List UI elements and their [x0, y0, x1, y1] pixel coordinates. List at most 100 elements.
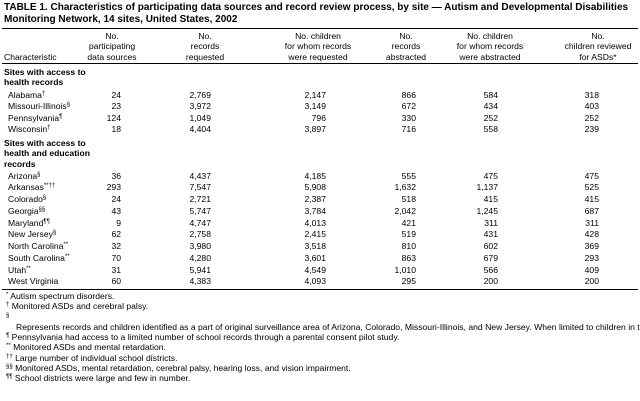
site-label: Missouri-Illinois: [8, 101, 67, 112]
site-label: North Carolina: [8, 241, 64, 251]
table-cell: 863: [401, 252, 416, 263]
table-cell: 252: [483, 112, 498, 123]
table-cell: 31: [111, 264, 121, 275]
footnote: † Monitored ASDs and cerebral palsy.: [6, 301, 634, 311]
table-cell: 3,149: [304, 101, 326, 112]
table-cell: 558: [483, 123, 498, 134]
footnote: ** Monitored ASDs and mental retardation…: [6, 342, 634, 352]
footnote: ¶¶ School districts were large and few i…: [6, 373, 634, 383]
column-header: No. children: [295, 31, 341, 41]
site-name: Pennsylvania¶: [8, 113, 62, 123]
footnote-symbol: †: [6, 302, 10, 309]
site-label: Arkansas: [8, 182, 44, 193]
footnote: †† Large number of individual school dis…: [6, 353, 634, 363]
site-label: Pennsylvania: [8, 112, 60, 123]
column-header: records: [190, 41, 220, 52]
table-cell: 311: [484, 217, 498, 228]
table-cell: 23: [111, 101, 121, 112]
footnote: * Autism spectrum disorders.: [6, 291, 634, 301]
table-cell: 239: [584, 123, 599, 134]
table-cell: 421: [401, 217, 416, 228]
footnote-mark: §§: [38, 206, 46, 213]
table-cell: 518: [401, 194, 416, 204]
column-header: Characteristic: [4, 51, 57, 62]
table-cell: 2,721: [189, 194, 211, 204]
site-label: New Jersey: [8, 229, 53, 240]
table-cell: 687: [584, 205, 599, 216]
table-cell: 4,280: [189, 252, 211, 263]
footnote-mark: †: [41, 91, 46, 97]
footnote-mark: ¶¶: [43, 218, 50, 225]
column-header: abstracted: [385, 51, 427, 62]
table-cell: 9: [116, 217, 121, 228]
footnote-symbol: **: [6, 343, 11, 350]
site-name: Georgia§§: [8, 206, 45, 216]
table-cell: 4,383: [189, 276, 211, 287]
column-header: were requested: [288, 51, 348, 62]
table-cell: 200: [483, 276, 498, 287]
table-cell: 1,632: [394, 182, 416, 193]
site-label: Arizona: [8, 170, 38, 181]
footnote: § Represents records and children identi…: [6, 312, 640, 333]
table-cell: 866: [401, 90, 416, 100]
table-cell: 7,547: [189, 182, 211, 193]
table-cell: 415: [483, 194, 498, 204]
table-cell: 566: [483, 264, 498, 275]
footnote-text: Monitored ASDs, mental retardation, cere…: [15, 363, 351, 374]
column-header: records: [391, 41, 421, 52]
table-cell: 200: [584, 276, 599, 287]
table-cell: 3,784: [304, 205, 326, 216]
table-cell: 584: [483, 90, 498, 100]
table-cell: 43: [111, 205, 121, 216]
site-label: Wisconsin: [8, 123, 48, 134]
table-cell: 1,010: [394, 264, 416, 275]
footnote-mark: **: [64, 253, 70, 260]
footnotes: * Autism spectrum disorders. † Monitored …: [6, 291, 640, 384]
footnote-mark: **: [63, 242, 69, 248]
table-cell: 1,049: [189, 112, 211, 123]
column-header: for whom records: [284, 41, 352, 52]
table-cell: 36: [111, 170, 121, 181]
table-cell: 252: [584, 112, 599, 123]
table-cell: 318: [584, 90, 599, 100]
table-cell: 4,093: [304, 276, 326, 287]
table-cell: 1,137: [476, 182, 498, 193]
table-cell: 5,941: [189, 264, 211, 275]
site-label: Colorado: [8, 194, 43, 204]
table-cell: 32: [111, 241, 121, 251]
site-name: Missouri-Illinois§: [8, 101, 70, 111]
site-name: Wisconsin†: [8, 124, 51, 134]
table-cell: 24: [111, 90, 121, 100]
rule: [2, 63, 638, 64]
table-cell: 4,404: [189, 123, 211, 134]
table-cell: 602: [483, 241, 498, 251]
footnote-mark: §: [37, 171, 41, 178]
site-name: Utah**: [8, 265, 31, 275]
site-name: Arkansas**††: [8, 182, 55, 192]
column-header: No.: [105, 31, 119, 41]
section-heading: health records: [4, 77, 64, 88]
column-header: for whom records: [456, 41, 524, 52]
table-cell: 2,387: [304, 194, 326, 204]
footnote-mark: §: [66, 102, 71, 109]
site-name: West Virginia: [8, 276, 58, 286]
footnote-symbol: ¶¶: [6, 374, 13, 381]
column-header: No.: [198, 31, 212, 41]
table-cell: 3,897: [304, 123, 326, 134]
site-name: Arizona§: [8, 171, 40, 181]
table-cell: 716: [401, 123, 416, 134]
column-header: for ASDs*: [579, 51, 617, 62]
table-cell: 525: [584, 182, 599, 193]
footnote-text: Monitored ASDs and cerebral palsy.: [11, 301, 149, 312]
footnote-text: Monitored ASDs and mental retardation.: [13, 342, 166, 353]
table-cell: 3,972: [189, 101, 211, 112]
column-header: participating: [88, 41, 136, 52]
table-cell: 679: [483, 252, 498, 263]
column-header: were abstracted: [459, 51, 521, 62]
footnote-symbol: *: [6, 292, 9, 298]
table-cell: 672: [401, 101, 416, 112]
table-cell: 2,147: [304, 90, 326, 100]
table-cell: 409: [584, 264, 599, 275]
footnote-mark: **††: [43, 183, 56, 190]
table-cell: 415: [584, 194, 599, 204]
